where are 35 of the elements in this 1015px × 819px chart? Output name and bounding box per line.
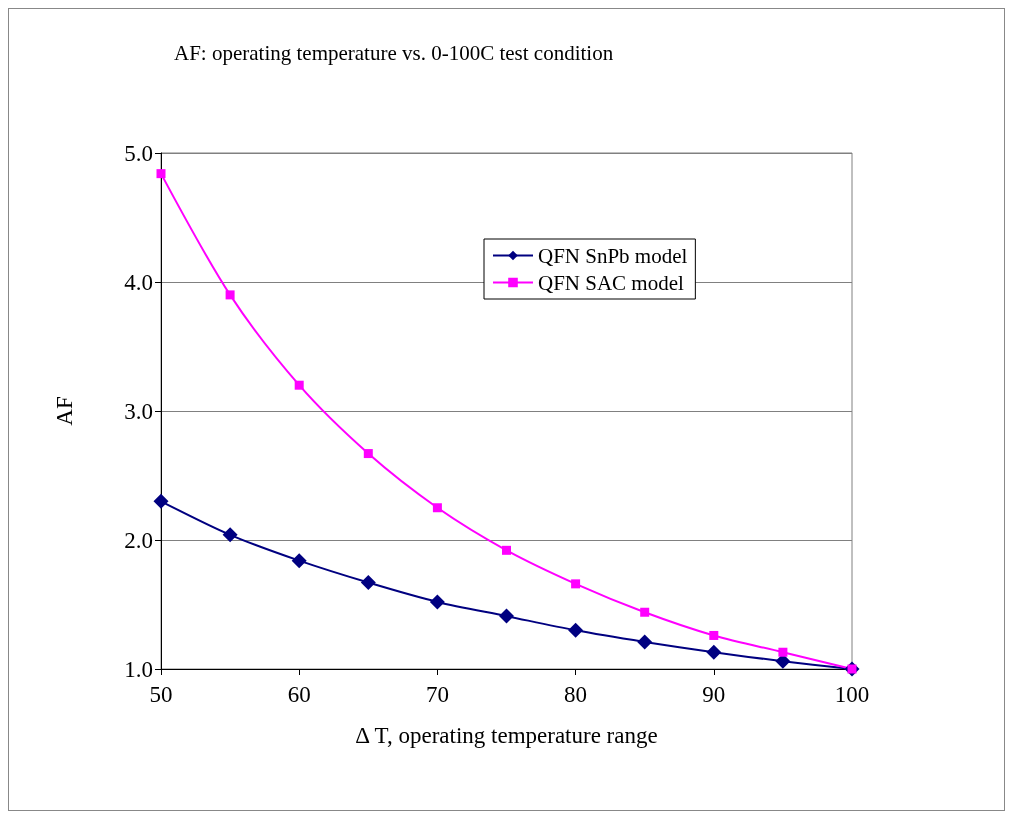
- y-tick-label: 4.0: [124, 269, 153, 295]
- point: [225, 290, 235, 300]
- point: [640, 607, 650, 617]
- x-tick-label: 100: [834, 682, 870, 707]
- y-tick-label: 3.0: [124, 398, 153, 424]
- x-tick-label: 70: [425, 682, 449, 707]
- y-tick-label: 2.0: [124, 527, 153, 553]
- point: [291, 553, 307, 569]
- point: [222, 527, 238, 543]
- x-tick-label: 80: [564, 682, 588, 707]
- y-axis-title: AF: [52, 396, 77, 426]
- x-tick-label: 50: [149, 682, 173, 707]
- point: [294, 380, 304, 390]
- x-tick-label: 60: [287, 682, 311, 707]
- point: [153, 493, 169, 509]
- x-tick-label: 90: [702, 682, 726, 707]
- legend-label: QFN SnPb model: [538, 243, 688, 268]
- point: [637, 634, 653, 650]
- point: [709, 630, 719, 640]
- x-axis-title: Δ T, operating temperature range: [355, 723, 658, 748]
- point: [499, 608, 514, 624]
- point: [429, 594, 445, 610]
- point: [571, 579, 581, 589]
- chart-title: AF: operating temperature vs. 0-100C test condition: [174, 40, 614, 65]
- point: [502, 545, 511, 555]
- point: [432, 503, 442, 513]
- point: [778, 647, 788, 657]
- legend-label: QFN SAC model: [538, 270, 685, 295]
- point: [156, 169, 166, 179]
- y-tick-label: 5.0: [124, 140, 153, 166]
- point: [363, 449, 373, 459]
- point: [706, 644, 722, 660]
- point: [568, 622, 584, 638]
- y-tick-label: 1.0: [124, 656, 153, 682]
- point: [360, 575, 376, 591]
